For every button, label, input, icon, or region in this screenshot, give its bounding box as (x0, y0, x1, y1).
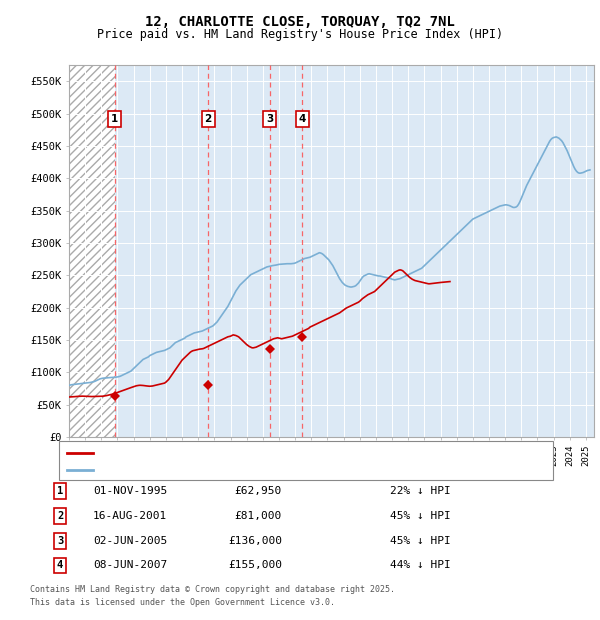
Text: 45% ↓ HPI: 45% ↓ HPI (390, 536, 451, 546)
Text: 12, CHARLOTTE CLOSE, TORQUAY, TQ2 7NL (detached house): 12, CHARLOTTE CLOSE, TORQUAY, TQ2 7NL (d… (96, 448, 413, 458)
Text: Price paid vs. HM Land Registry's House Price Index (HPI): Price paid vs. HM Land Registry's House … (97, 28, 503, 41)
Text: 22% ↓ HPI: 22% ↓ HPI (390, 486, 451, 496)
Text: 12, CHARLOTTE CLOSE, TORQUAY, TQ2 7NL: 12, CHARLOTTE CLOSE, TORQUAY, TQ2 7NL (145, 16, 455, 30)
Text: 4: 4 (57, 560, 63, 570)
Text: 4: 4 (299, 114, 306, 124)
Text: 1: 1 (111, 114, 118, 124)
Text: HPI: Average price, detached house, Torbay: HPI: Average price, detached house, Torb… (96, 464, 343, 475)
Text: 1: 1 (57, 486, 63, 496)
Text: £136,000: £136,000 (228, 536, 282, 546)
Text: 45% ↓ HPI: 45% ↓ HPI (390, 511, 451, 521)
Text: 3: 3 (57, 536, 63, 546)
Text: £155,000: £155,000 (228, 560, 282, 570)
Text: 16-AUG-2001: 16-AUG-2001 (93, 511, 167, 521)
Text: Contains HM Land Registry data © Crown copyright and database right 2025.: Contains HM Land Registry data © Crown c… (30, 585, 395, 595)
Text: 08-JUN-2007: 08-JUN-2007 (93, 560, 167, 570)
Text: £62,950: £62,950 (235, 486, 282, 496)
Text: This data is licensed under the Open Government Licence v3.0.: This data is licensed under the Open Gov… (30, 598, 335, 607)
Text: 01-NOV-1995: 01-NOV-1995 (93, 486, 167, 496)
Text: 2: 2 (57, 511, 63, 521)
Text: 3: 3 (266, 114, 273, 124)
Text: 02-JUN-2005: 02-JUN-2005 (93, 536, 167, 546)
Bar (69, 65, 115, 437)
Text: £81,000: £81,000 (235, 511, 282, 521)
Text: 2: 2 (205, 114, 212, 124)
Text: 44% ↓ HPI: 44% ↓ HPI (390, 560, 451, 570)
